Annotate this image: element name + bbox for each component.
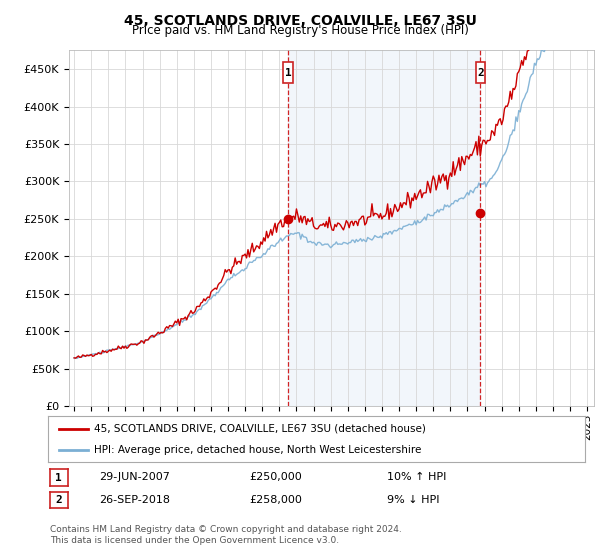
Bar bbox=[283, 62, 293, 83]
Bar bbox=[288, 50, 480, 406]
Text: 45, SCOTLANDS DRIVE, COALVILLE, LE67 3SU (detached house): 45, SCOTLANDS DRIVE, COALVILLE, LE67 3SU… bbox=[94, 424, 425, 434]
Text: 2: 2 bbox=[477, 68, 484, 78]
Text: 26-SEP-2018: 26-SEP-2018 bbox=[99, 494, 170, 505]
Text: 10% ↑ HPI: 10% ↑ HPI bbox=[387, 472, 446, 482]
Text: Price paid vs. HM Land Registry's House Price Index (HPI): Price paid vs. HM Land Registry's House … bbox=[131, 24, 469, 37]
Text: £250,000: £250,000 bbox=[249, 472, 302, 482]
Bar bbox=[476, 62, 485, 83]
Text: Contains HM Land Registry data © Crown copyright and database right 2024.
This d: Contains HM Land Registry data © Crown c… bbox=[50, 525, 401, 545]
Text: 9% ↓ HPI: 9% ↓ HPI bbox=[387, 494, 439, 505]
Text: £258,000: £258,000 bbox=[249, 494, 302, 505]
Text: 29-JUN-2007: 29-JUN-2007 bbox=[99, 472, 170, 482]
Text: 1: 1 bbox=[284, 68, 291, 78]
Text: 45, SCOTLANDS DRIVE, COALVILLE, LE67 3SU: 45, SCOTLANDS DRIVE, COALVILLE, LE67 3SU bbox=[124, 14, 476, 28]
Text: 1: 1 bbox=[55, 473, 62, 483]
Text: HPI: Average price, detached house, North West Leicestershire: HPI: Average price, detached house, Nort… bbox=[94, 445, 421, 455]
Text: 2: 2 bbox=[55, 495, 62, 505]
